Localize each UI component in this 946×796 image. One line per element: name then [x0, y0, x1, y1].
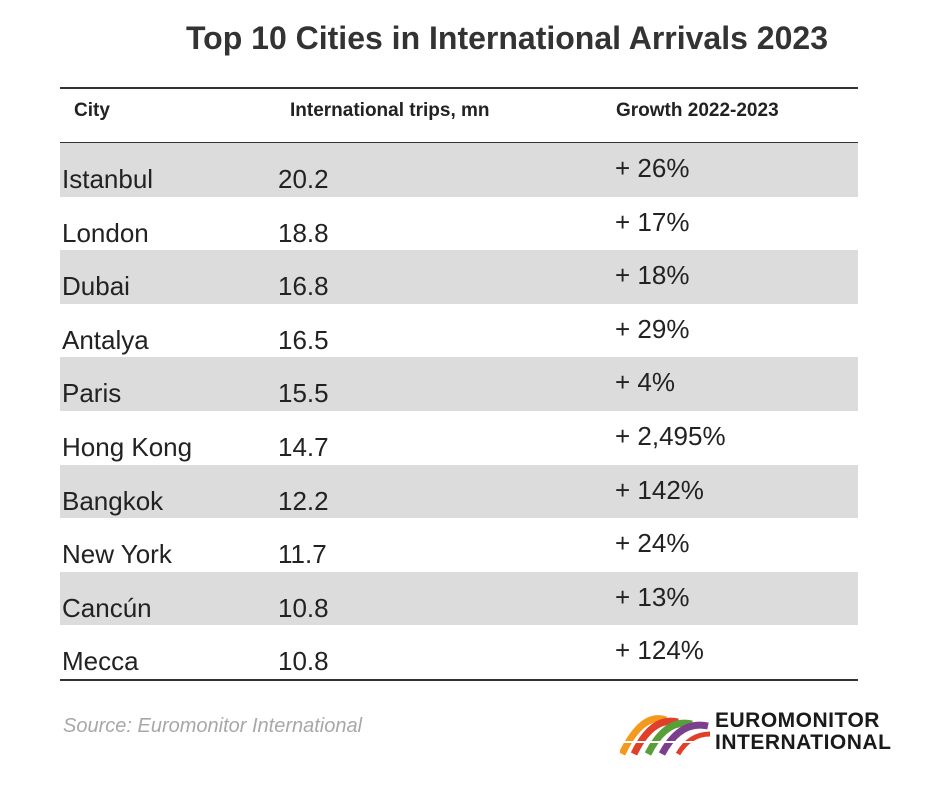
arrivals-table: City International trips, mn Growth 2022…	[60, 87, 858, 681]
table-body: Istanbul 20.2 + 26% London 18.8 + 17% Dubai 16.…	[60, 143, 858, 679]
table-row: Paris 15.5 + 4%	[60, 357, 858, 411]
cell-growth: + 4%	[615, 367, 675, 398]
cell-trips: 11.7	[278, 539, 327, 570]
logo-line-1: EUROMONITOR	[715, 709, 880, 732]
cell-growth: + 18%	[615, 260, 690, 291]
table-row: Hong Kong 14.7 + 2,495%	[60, 411, 858, 465]
cell-city: New York	[62, 539, 172, 570]
cell-growth: + 29%	[615, 313, 690, 344]
table-row: New York 11.7 + 24%	[60, 518, 858, 572]
cell-growth: + 13%	[615, 581, 690, 612]
cell-city: Istanbul	[62, 164, 154, 194]
table-header-row: City International trips, mn Growth 2022…	[60, 89, 858, 142]
table-row: Bangkok 12.2 + 142%	[60, 464, 858, 519]
logo-arches-icon	[620, 715, 712, 756]
table-row: Dubai 16.8 + 18%	[60, 250, 858, 304]
cell-trips: 15.5	[278, 378, 329, 409]
cell-trips: 20.2	[278, 164, 329, 194]
cell-city: Cancún	[62, 592, 152, 623]
column-header-growth: Growth 2022-2023	[616, 100, 779, 121]
cell-trips: 18.8	[278, 217, 329, 248]
euromonitor-logo: EUROMONITOR INTERNATIONAL	[620, 706, 900, 766]
cell-city: Mecca	[62, 646, 139, 677]
cell-growth: + 24%	[615, 528, 690, 559]
column-header-trips: International trips, mn	[290, 100, 490, 121]
table-row: Istanbul 20.2 + 26%	[60, 143, 858, 197]
cell-growth: + 17%	[615, 206, 690, 237]
cell-trips: 12.2	[278, 485, 329, 516]
table-header-rule	[60, 142, 858, 143]
cell-city: London	[62, 217, 149, 248]
cell-growth: + 142%	[615, 474, 704, 505]
cell-trips: 10.8	[278, 646, 329, 677]
table-bottom-rule	[60, 678, 858, 681]
cell-city: Dubai	[62, 271, 130, 302]
cell-city: Paris	[62, 378, 122, 409]
cell-trips: 16.5	[278, 324, 329, 355]
cell-growth: + 124%	[615, 635, 704, 666]
cell-growth: + 2,495%	[615, 420, 726, 451]
page-title: Top 10 Cities in International Arrivals …	[186, 20, 828, 56]
cell-trips: 16.8	[278, 271, 329, 302]
cell-trips: 14.7	[278, 431, 329, 462]
cell-trips: 10.8	[278, 592, 329, 623]
table-row: London 18.8 + 17%	[60, 197, 858, 251]
table-row: Cancún 10.8 + 13%	[60, 571, 858, 626]
logo-line-2: INTERNATIONAL	[715, 731, 892, 754]
cell-city: Bangkok	[62, 485, 164, 516]
cell-city: Antalya	[62, 324, 149, 355]
cell-city: Hong Kong	[62, 431, 193, 462]
cell-growth: + 26%	[615, 153, 690, 183]
logo-wordmark: EUROMONITOR INTERNATIONAL	[715, 710, 891, 754]
column-header-city: City	[74, 100, 110, 121]
table-top-rule	[60, 87, 858, 89]
source-note: Source: Euromonitor International	[63, 715, 363, 737]
table-row: Mecca 10.8 + 124%	[60, 625, 858, 679]
table-row: Antalya 16.5 + 29%	[60, 304, 858, 358]
